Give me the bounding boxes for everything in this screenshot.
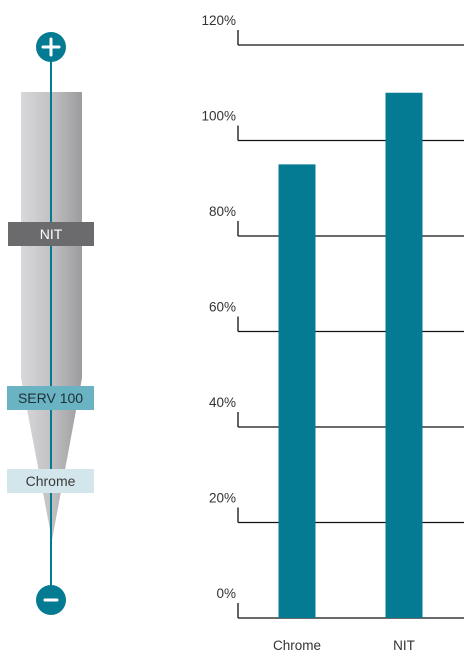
- bar-chrome: [278, 164, 316, 618]
- grid-layer: [237, 30, 464, 619]
- x-tick-label: Chrome: [273, 638, 321, 652]
- x-tick-label: NIT: [393, 638, 415, 652]
- y-tick-label: 80%: [209, 204, 236, 219]
- scale-graphic: [21, 32, 82, 615]
- scale-label-serv: SERV 100: [7, 386, 94, 410]
- y-tick-label: 20%: [209, 491, 236, 506]
- y-tick-label: 120%: [201, 13, 236, 28]
- scale-label-nit: NIT: [8, 222, 94, 246]
- plus-icon[interactable]: [36, 32, 66, 62]
- chart-svg: 0% 20% 40% 60% 80% 100% 120% Chrome NIT: [201, 13, 464, 653]
- minus-icon[interactable]: [36, 585, 66, 615]
- y-tick-label: 0%: [216, 586, 236, 601]
- label-layer: 0% 20% 40% 60% 80% 100% 120% Chrome NIT: [201, 13, 415, 653]
- bar-nit: [385, 92, 423, 618]
- bar-chart: 0% 20% 40% 60% 80% 100% 120% Chrome NIT: [180, 0, 464, 657]
- bar-layer: [278, 92, 423, 618]
- y-tick-label: 40%: [209, 395, 236, 410]
- scale-label-chrome: Chrome: [7, 469, 94, 493]
- y-tick-label: 100%: [201, 109, 236, 124]
- y-tick-label: 60%: [209, 300, 236, 315]
- hardness-scale: NIT SERV 100 Chrome: [0, 0, 110, 652]
